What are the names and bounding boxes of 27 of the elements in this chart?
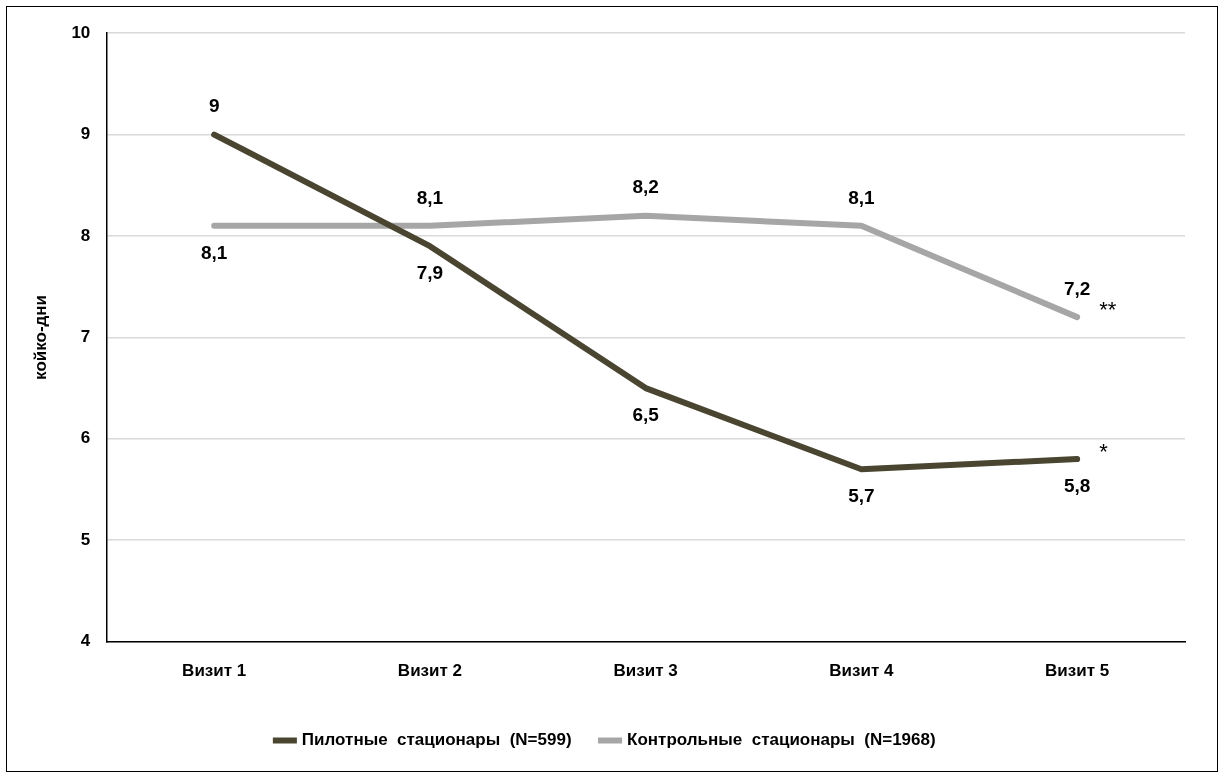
data-label: 7,9	[416, 261, 444, 283]
data-label: 9	[208, 95, 220, 117]
legend-label: Контрольные стационары (N=1968)	[627, 730, 936, 750]
y-tick-label: 6	[80, 428, 91, 448]
x-tick-label: Визит 1	[182, 661, 247, 681]
data-label: 8,1	[848, 186, 876, 208]
y-tick-label: 5	[80, 529, 91, 549]
data-label: 6,5	[632, 403, 660, 425]
legend-label: Пилотные стационары (N=599)	[301, 730, 572, 750]
annotation: *	[1099, 439, 1109, 465]
data-label: 5,8	[1063, 474, 1091, 496]
annotation: **	[1099, 297, 1117, 323]
x-tick-label: Визит 4	[829, 661, 894, 681]
data-label: 8,1	[200, 241, 228, 263]
y-tick-label: 7	[80, 327, 91, 347]
data-label: 8,1	[416, 186, 444, 208]
data-label: 8,2	[632, 176, 659, 198]
y-tick-label: 4	[80, 631, 91, 651]
data-label: 7,2	[1063, 277, 1091, 299]
y-tick-label: 9	[80, 124, 91, 144]
x-tick-label: Визит 3	[613, 661, 678, 681]
x-tick-label: Визит 2	[397, 661, 462, 681]
y-tick-label: 10	[71, 22, 91, 42]
y-axis-title: койко-дни	[30, 294, 50, 380]
data-label: 5,7	[848, 484, 875, 506]
x-tick-label: Визит 5	[1045, 661, 1110, 681]
y-tick-label: 8	[80, 225, 91, 245]
